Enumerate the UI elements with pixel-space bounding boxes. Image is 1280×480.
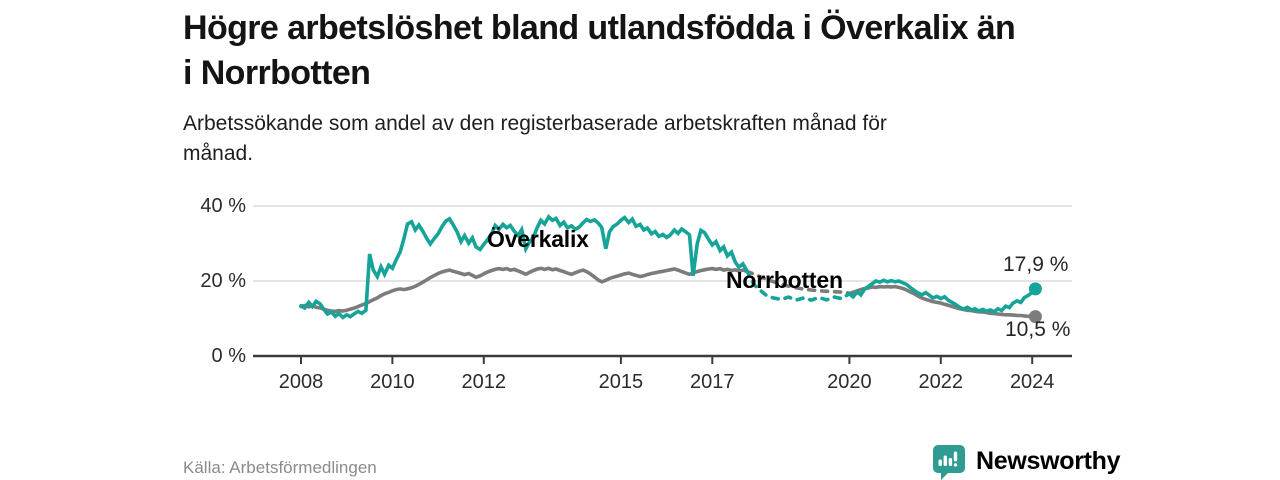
series-line-overkalix [744,268,852,303]
title-line-1: Högre arbetslöshet bland utlandsfödda i … [183,9,1016,47]
y-tick-label: 40 % [200,195,246,217]
series-line-norrbotten [744,269,852,296]
y-tick-label: 20 % [200,270,246,292]
x-tick-label: 2015 [598,371,644,393]
series-end-dot [1028,310,1042,324]
page-title: Högre arbetslöshet bland utlandsfödda i … [183,6,1123,96]
series-label-overkalix: Överkalix [487,226,589,252]
series-line-norrbotten [299,266,749,314]
x-tick-label: 2010 [370,371,415,393]
x-tick-label: 2012 [461,371,507,393]
series-line-overkalix [847,278,1038,314]
series-line-overkalix [299,214,749,320]
newsworthy-logo: Newsworthy [930,443,1121,480]
x-tick-label: 2024 [1009,371,1055,393]
x-tick-label: 2017 [690,371,735,393]
series-line-norrbotten [847,284,1038,319]
subtitle-line-2: månad. [183,142,254,165]
x-tick-label: 2022 [918,371,964,393]
series-label-norrbotten: Norrbotten [726,267,843,293]
end-value-norrbotten: 10,5 % [1005,318,1071,341]
x-tick-label: 2008 [278,371,324,393]
title-line-2: i Norrbotten [183,54,371,92]
newsworthy-logo-text: Newsworthy [976,447,1121,475]
chart-subtitle: Arbetssökande som andel av den registerb… [183,109,1043,169]
series-end-dot [1028,282,1042,296]
y-tick-label: 0 % [211,345,246,367]
source-note: Källa: Arbetsförmedlingen [183,458,377,477]
newsworthy-logo-icon [933,445,965,480]
subtitle-line-1: Arbetssökande som andel av den registerb… [183,112,887,135]
x-tick-label: 2020 [827,371,872,393]
end-value-overkalix: 17,9 % [1003,253,1069,276]
